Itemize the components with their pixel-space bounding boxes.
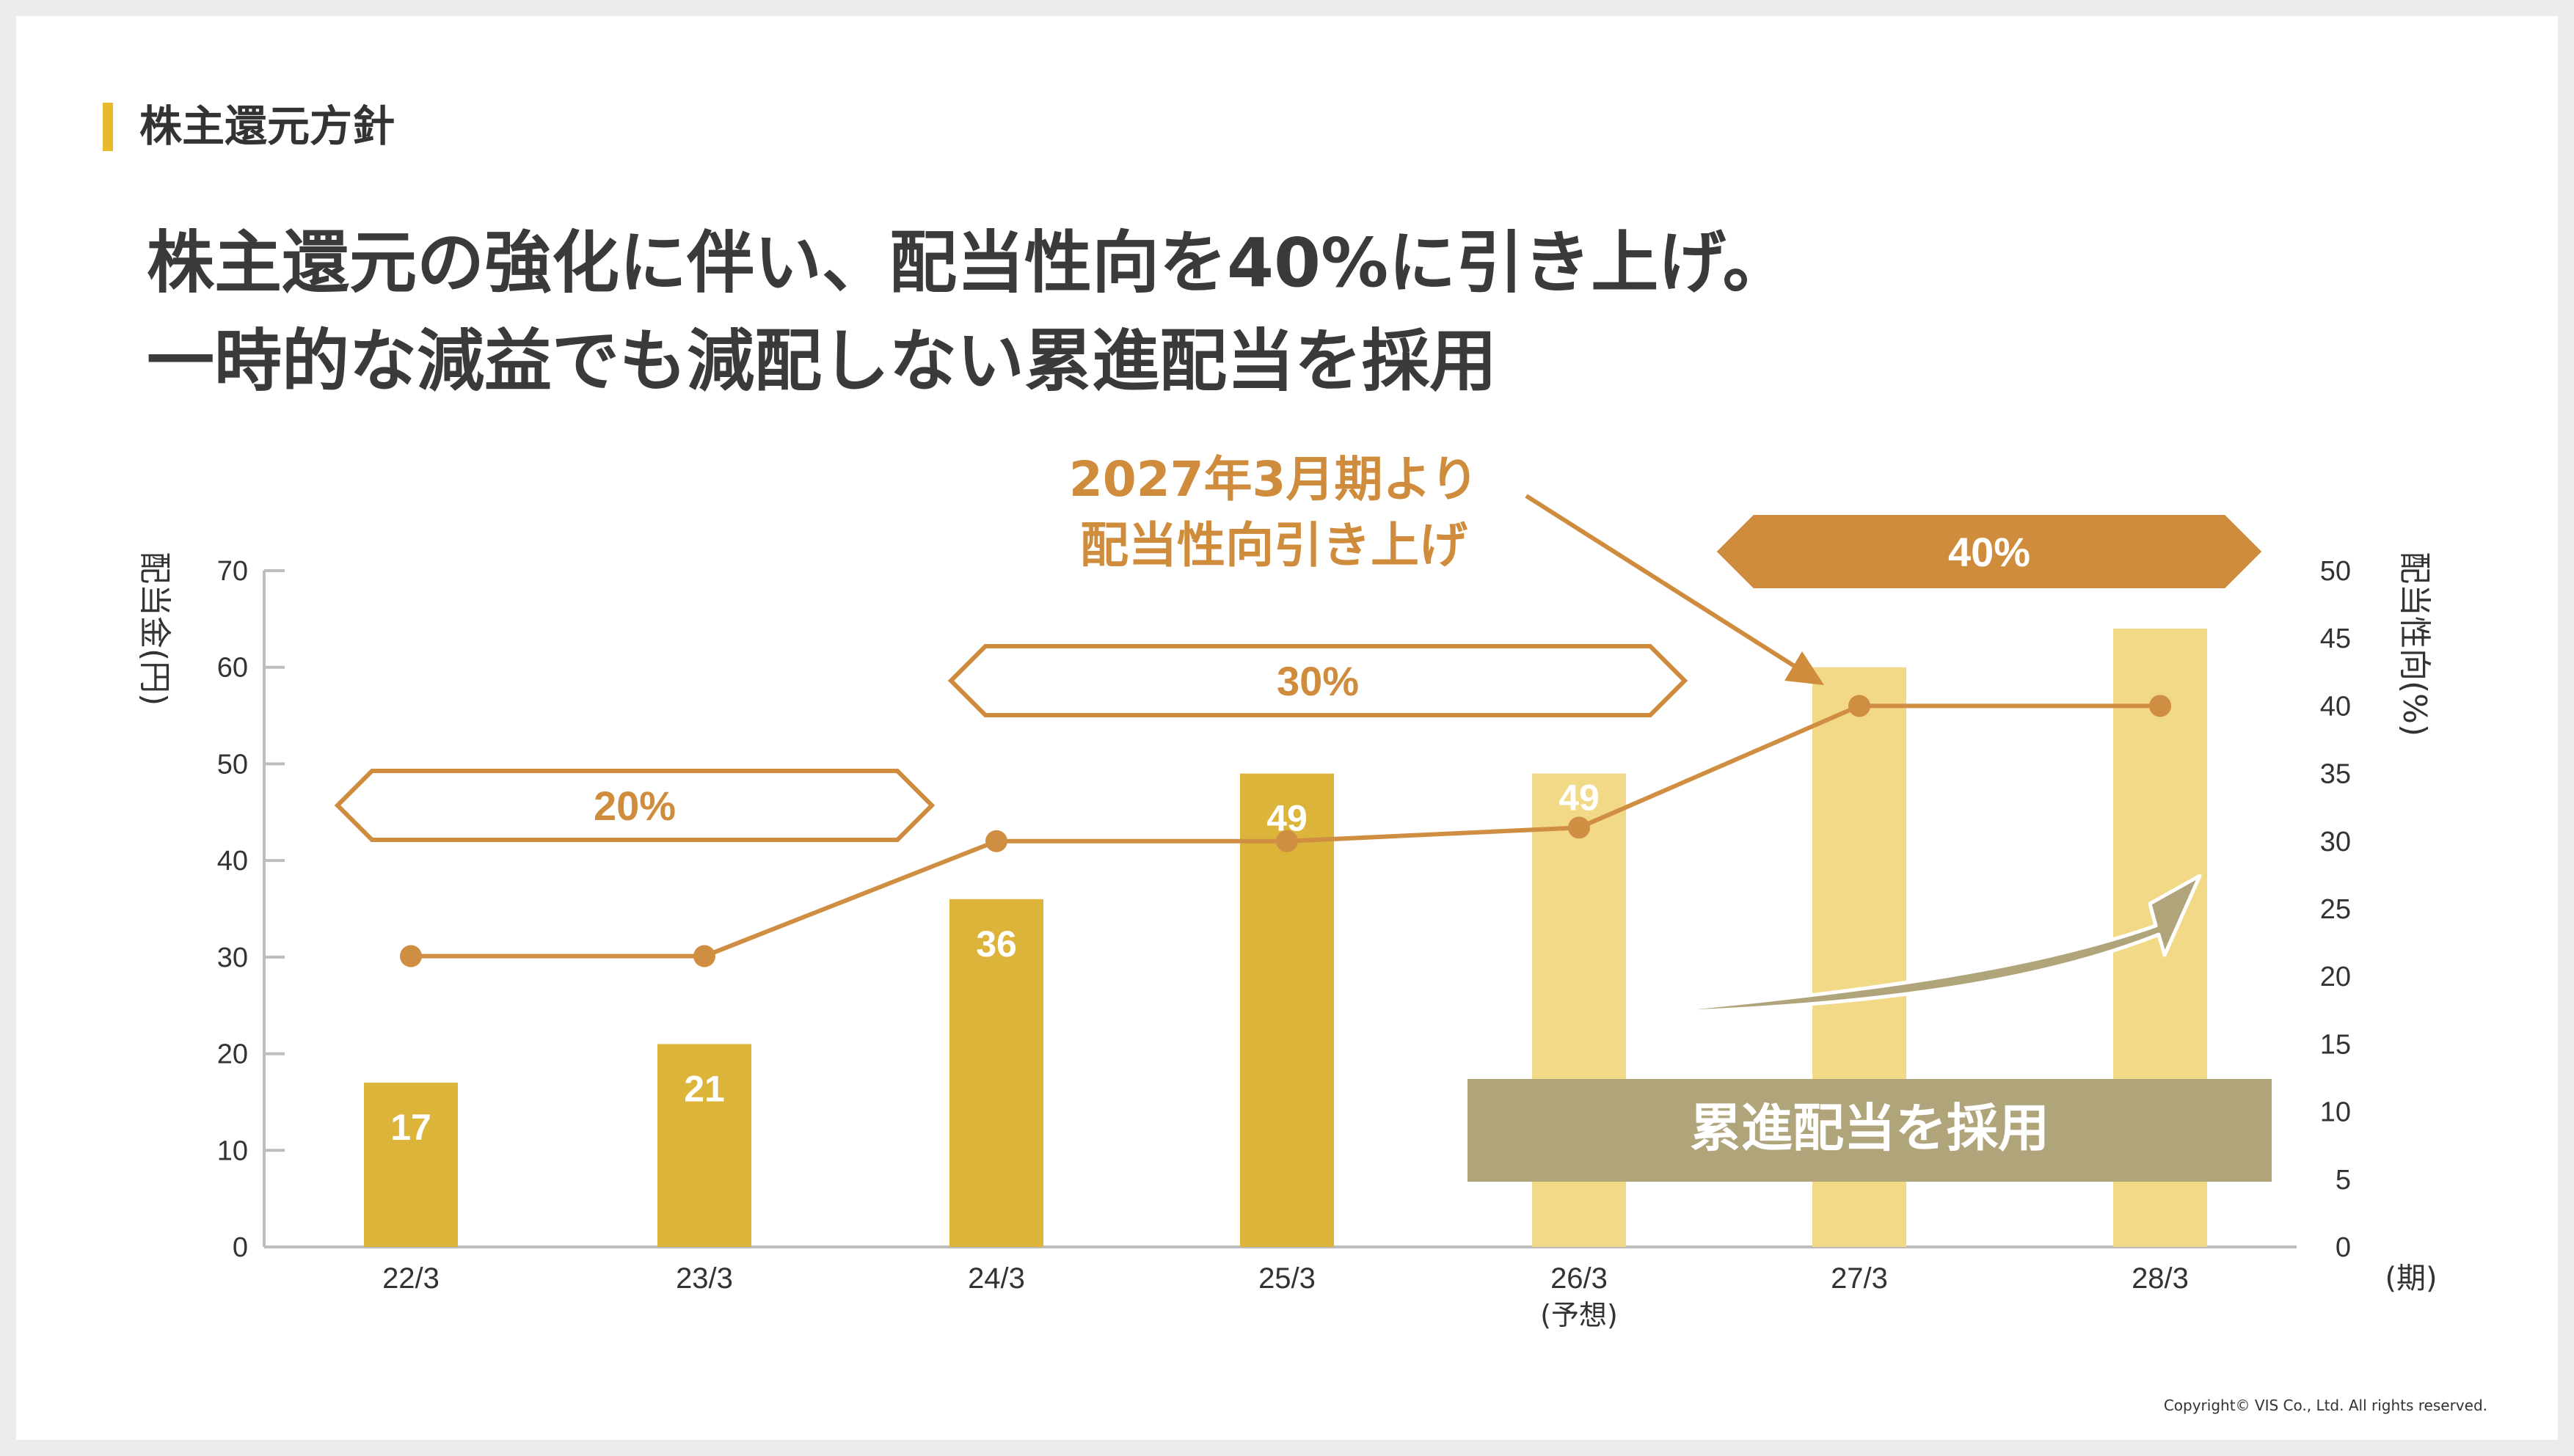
bar xyxy=(657,1044,751,1247)
callout-arrow-line xyxy=(1525,494,1805,674)
payout-ratio-point xyxy=(693,945,715,967)
headline: 株主還元の強化に伴い、配当性向を40%に引き上げ。 一時的な減益でも減配しない累… xyxy=(147,214,1790,411)
x-tick-label: 23/3 xyxy=(676,1262,733,1295)
callout-arrow-head xyxy=(1784,651,1824,685)
payout-ratio-point xyxy=(400,945,422,967)
x-tick-label: 24/3 xyxy=(968,1262,1025,1295)
y-tick-label-left: 50 xyxy=(217,749,248,780)
y-tick-label-right: 30 xyxy=(2320,827,2351,857)
payout-ratio-point xyxy=(985,830,1007,852)
x-tick-label: 22/3 xyxy=(382,1262,440,1295)
y-tick-label-left: 40 xyxy=(217,846,248,877)
section-title: 株主還元方針 xyxy=(139,101,395,151)
callout-line-1: 2027年3月期より xyxy=(1069,451,1479,508)
x-tick-label: 28/3 xyxy=(2132,1262,2189,1295)
y-tick-label-right: 35 xyxy=(2320,759,2351,790)
copyright: Copyright© VIS Co., Ltd. All rights rese… xyxy=(2163,1397,2487,1414)
y-tick-label-right: 15 xyxy=(2320,1029,2351,1060)
x-tick-label: 26/3 xyxy=(1550,1262,1608,1295)
y-tick-label-right: 5 xyxy=(2336,1165,2351,1196)
payout-band-30-shape xyxy=(947,644,1688,717)
y-tick-label-right: 50 xyxy=(2320,556,2351,587)
growth-arrow xyxy=(1628,874,2202,1016)
x-axis-unit: (期) xyxy=(2385,1262,2437,1295)
y-tick-label-right: 20 xyxy=(2320,962,2351,992)
payout-band-40-shape xyxy=(1716,515,2262,588)
payout-ratio-point xyxy=(1568,816,1590,839)
y-tick-label-right: 40 xyxy=(2320,691,2351,722)
headline-line-1: 株主還元の強化に伴い、配当性向を40%に引き上げ。 xyxy=(147,224,1790,302)
y-tick-label-right: 0 xyxy=(2336,1232,2351,1263)
bar-value-label: 49 xyxy=(1558,778,1600,819)
headline-line-2: 一時的な減益でも減配しない累進配当を採用 xyxy=(147,322,1498,400)
x-tick-label: 25/3 xyxy=(1258,1262,1316,1295)
payout-band-30-label: 30% xyxy=(1277,658,1359,704)
bar xyxy=(1240,773,1334,1247)
y-tick-label-left: 60 xyxy=(217,653,248,684)
payout-band-20-label: 20% xyxy=(594,783,676,829)
bar xyxy=(364,1083,458,1247)
y-axis-title-right: 配当性向(%) xyxy=(2396,552,2433,736)
bar xyxy=(949,899,1043,1247)
section-marker xyxy=(103,103,113,151)
y-tick-label-right: 25 xyxy=(2320,894,2351,925)
bar-value-label: 36 xyxy=(976,923,1017,965)
payout-ratio-point xyxy=(1276,830,1298,852)
callout-line-2: 配当性向引き上げ xyxy=(1080,517,1468,574)
y-tick-label-right: 45 xyxy=(2320,623,2351,654)
y-tick-label-left: 70 xyxy=(217,556,248,587)
progressive-box xyxy=(1468,1079,2272,1182)
bar-value-label: 17 xyxy=(390,1107,431,1148)
y-tick-label-left: 10 xyxy=(217,1135,248,1166)
y-axis-title-left: 配当金(円) xyxy=(136,552,173,706)
payout-ratio-point xyxy=(1848,695,1870,717)
payout-ratio-point xyxy=(2149,695,2171,717)
x-tick-sublabel: (予想) xyxy=(1540,1299,1618,1331)
y-tick-label-left: 30 xyxy=(217,943,248,973)
payout-band-40-label: 40% xyxy=(1948,529,2030,575)
y-tick-label-left: 0 xyxy=(233,1232,248,1263)
bar-value-label: 21 xyxy=(684,1068,725,1109)
x-tick-label: 27/3 xyxy=(1831,1262,1888,1295)
y-tick-label-right: 10 xyxy=(2320,1097,2351,1128)
progressive-label: 累進配当を採用 xyxy=(1690,1098,2049,1158)
y-tick-label-left: 20 xyxy=(217,1039,248,1070)
payout-band-20-shape xyxy=(334,769,936,842)
